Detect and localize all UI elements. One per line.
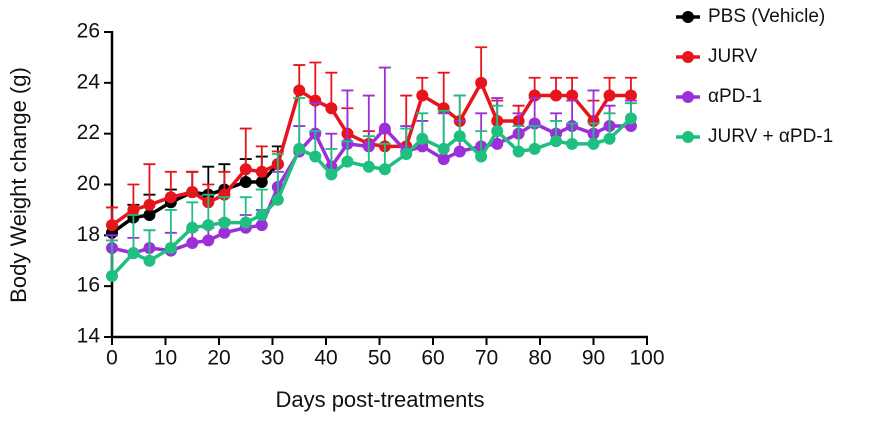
- error-bar: [293, 97, 306, 149]
- data-point: [255, 165, 268, 178]
- data-point: [271, 193, 284, 206]
- data-point: [164, 191, 177, 204]
- data-point: [603, 132, 616, 145]
- error-bar: [453, 94, 466, 137]
- data-point: [587, 137, 600, 150]
- legend-marker: [682, 131, 694, 143]
- y-tick-label: 22: [77, 121, 100, 144]
- data-point: [550, 135, 563, 148]
- legend-label: αPD-1: [708, 86, 762, 107]
- data-point: [202, 234, 215, 247]
- data-point: [528, 142, 541, 155]
- legend-marker: [682, 91, 694, 103]
- data-point: [255, 219, 268, 232]
- data-point: [186, 186, 199, 199]
- data-point: [255, 209, 268, 221]
- data-point: [293, 84, 306, 97]
- data-point: [309, 150, 322, 163]
- data-point: [293, 142, 306, 155]
- x-tick-label: 10: [154, 347, 177, 370]
- data-point: [143, 254, 156, 267]
- data-point: [378, 122, 391, 135]
- x-tick-label: 0: [106, 347, 118, 370]
- error-bar: [309, 61, 322, 101]
- x-tick-label: 30: [261, 347, 284, 370]
- data-point: [603, 89, 616, 102]
- series-line: [110, 78, 631, 227]
- data-point: [106, 219, 118, 232]
- y-tick-label: 18: [77, 223, 100, 246]
- data-point: [341, 155, 354, 168]
- data-point: [127, 203, 140, 216]
- data-point: [512, 145, 525, 158]
- data-point: [164, 242, 177, 255]
- data-point: [453, 130, 466, 143]
- data-point: [378, 163, 391, 176]
- data-point: [202, 219, 215, 232]
- data-point: [491, 137, 504, 150]
- y-tick-label: 14: [77, 325, 101, 348]
- data-point: [186, 221, 199, 234]
- x-tick-label: 20: [207, 347, 230, 370]
- legend-label: JURV + αPD-1: [708, 126, 833, 147]
- y-axis-title: Body Weight change (g): [6, 67, 31, 303]
- data-point: [218, 216, 231, 229]
- data-point: [475, 150, 488, 163]
- x-tick-label: 50: [368, 347, 391, 370]
- data-point: [453, 145, 466, 158]
- error-bar: [143, 163, 156, 205]
- data-point: [362, 160, 375, 173]
- data-point: [127, 247, 140, 260]
- data-point: [239, 175, 252, 188]
- legend-marker: [682, 11, 694, 23]
- data-point: [437, 142, 450, 155]
- x-tick-label: 80: [528, 347, 551, 370]
- data-point: [624, 89, 637, 102]
- x-tick-label: 60: [421, 347, 444, 370]
- x-tick-label: 40: [314, 347, 337, 370]
- data-point: [491, 125, 504, 138]
- error-bar: [378, 66, 391, 129]
- data-point: [239, 216, 252, 229]
- data-point: [325, 102, 338, 115]
- y-tick-label: 16: [77, 274, 100, 297]
- y-tick-label: 26: [77, 20, 100, 43]
- data-point: [437, 153, 450, 166]
- error-bar: [127, 214, 140, 254]
- data-point: [239, 163, 252, 176]
- data-point: [416, 132, 429, 145]
- data-point: [550, 89, 563, 102]
- legend-label: PBS (Vehicle): [708, 6, 825, 27]
- data-point: [416, 89, 429, 102]
- legend-marker: [682, 51, 694, 63]
- legend-label: JURV: [708, 46, 758, 67]
- x-tick-label: 90: [582, 347, 605, 370]
- data-point: [325, 168, 338, 181]
- data-point: [143, 198, 156, 211]
- error-bar: [341, 89, 354, 144]
- data-point: [106, 270, 118, 282]
- error-bar: [239, 127, 252, 170]
- x-tick-label: 70: [475, 347, 498, 370]
- x-tick-label: 100: [629, 347, 664, 370]
- y-tick-label: 20: [77, 172, 100, 195]
- error-bar: [164, 209, 177, 249]
- data-point: [624, 112, 637, 125]
- data-point: [566, 137, 579, 150]
- data-point: [475, 76, 488, 89]
- data-point: [255, 175, 268, 188]
- data-point: [566, 89, 579, 102]
- error-bar: [271, 153, 284, 200]
- data-point: [218, 226, 231, 239]
- x-axis-title: Days post-treatments: [275, 387, 484, 412]
- series-line: [110, 162, 280, 235]
- data-point: [143, 209, 156, 221]
- y-tick-label: 24: [77, 70, 101, 93]
- data-point: [186, 236, 199, 249]
- data-point: [400, 148, 413, 160]
- error-bar: [437, 109, 450, 149]
